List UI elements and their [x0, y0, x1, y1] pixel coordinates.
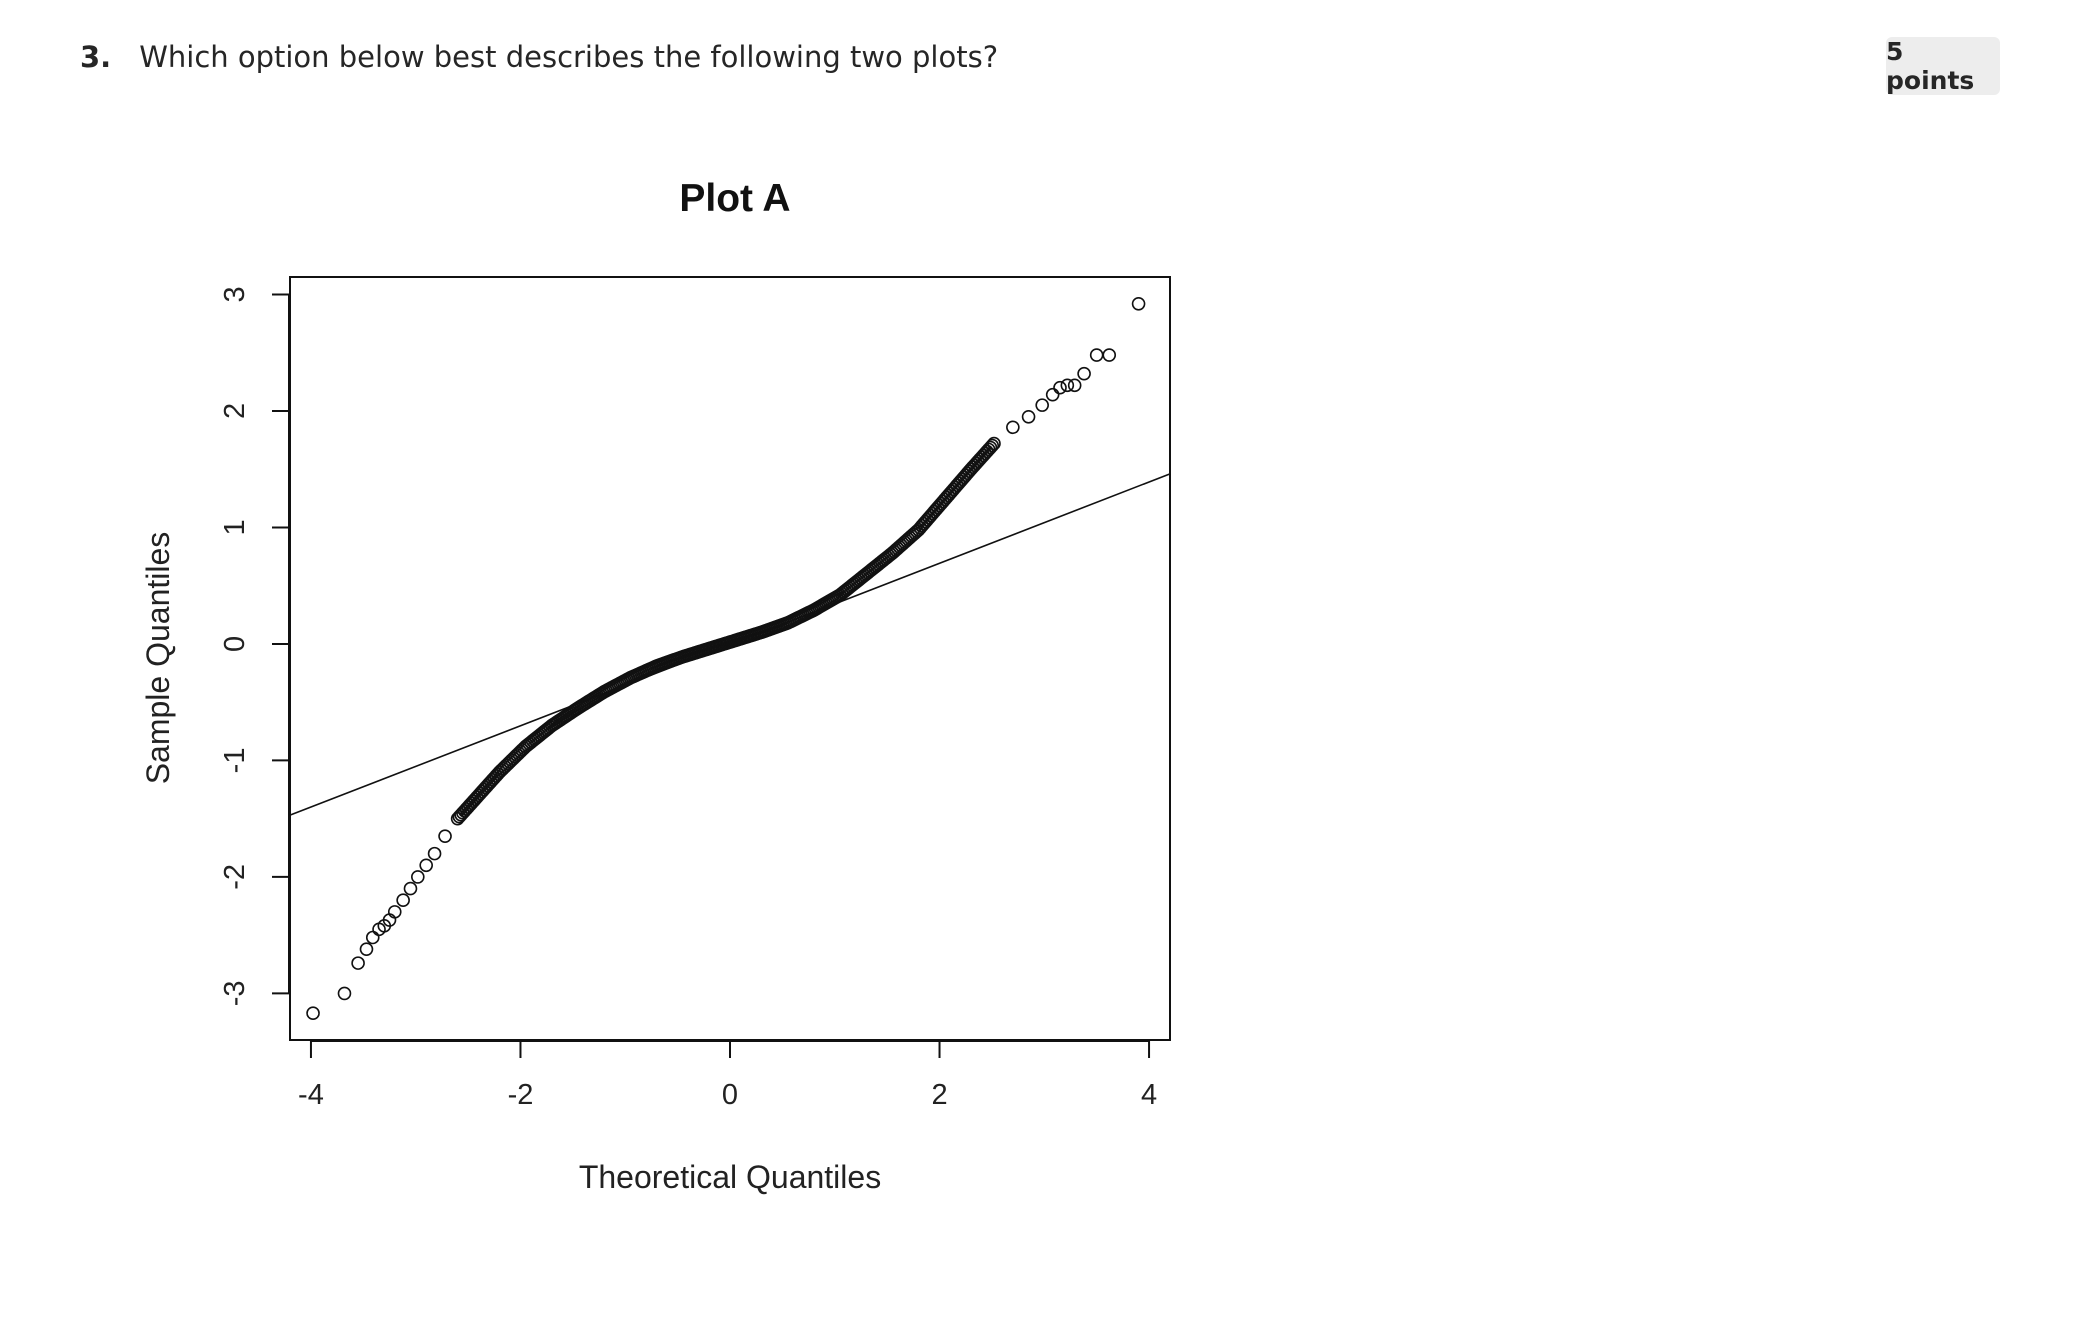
data-point: [306, 1006, 320, 1021]
data-point: [365, 930, 380, 945]
y-tick-label: 1: [219, 519, 251, 535]
data-point: [1006, 420, 1020, 435]
y-tick-label: -1: [219, 748, 251, 774]
plot-frame: [289, 276, 1171, 1041]
question-header: 3. Which option below best describes the…: [80, 40, 998, 74]
data-point: [1053, 380, 1067, 395]
y-axis-label: Sample Quantiles: [140, 532, 176, 785]
data-point: [419, 858, 433, 873]
data-point: [411, 870, 425, 884]
x-tick-label: 4: [1141, 1079, 1157, 1111]
y-tick-label: 2: [219, 403, 251, 419]
x-axis-label: Theoretical Quantiles: [579, 1159, 881, 1195]
data-point: [438, 829, 452, 843]
x-tick-label: -4: [298, 1079, 324, 1111]
data-point: [1035, 398, 1049, 412]
data-point: [1045, 387, 1060, 402]
data-point: [403, 881, 418, 896]
data-point: [1077, 366, 1091, 381]
data-point: [1067, 378, 1082, 393]
data-point-dense: [985, 438, 1000, 453]
data-point: [337, 986, 352, 1001]
y-tick-label: -3: [219, 981, 251, 1007]
data-point: [987, 436, 1001, 451]
y-tick-label: 3: [219, 286, 251, 302]
y-axis: -3 -2 -1 0 1 2 3: [219, 286, 290, 1006]
question-text: Which option below best describes the fo…: [139, 40, 999, 74]
data-points-group: [306, 296, 1146, 1021]
points-badge: 5 points: [1886, 37, 2000, 95]
data-point: [387, 905, 402, 919]
x-tick-label: 2: [931, 1079, 947, 1111]
data-point: [396, 893, 410, 908]
y-tick-label: -2: [219, 864, 251, 890]
question-number: 3.: [80, 40, 112, 74]
data-point: [1060, 378, 1075, 393]
y-tick-label: 0: [219, 636, 251, 652]
data-point: [359, 942, 374, 956]
data-point: [1021, 409, 1036, 424]
chart-title: Plot A: [679, 177, 790, 220]
data-point: [351, 956, 365, 970]
data-point: [1102, 348, 1117, 362]
data-point: [1131, 296, 1146, 311]
x-axis: -4 -2 0 2 4: [298, 1040, 1157, 1111]
x-tick-label: 0: [722, 1079, 738, 1111]
data-point: [1089, 348, 1104, 362]
data-point: [427, 846, 442, 861]
x-tick-label: -2: [508, 1079, 534, 1111]
data-point-dense: [983, 440, 998, 455]
